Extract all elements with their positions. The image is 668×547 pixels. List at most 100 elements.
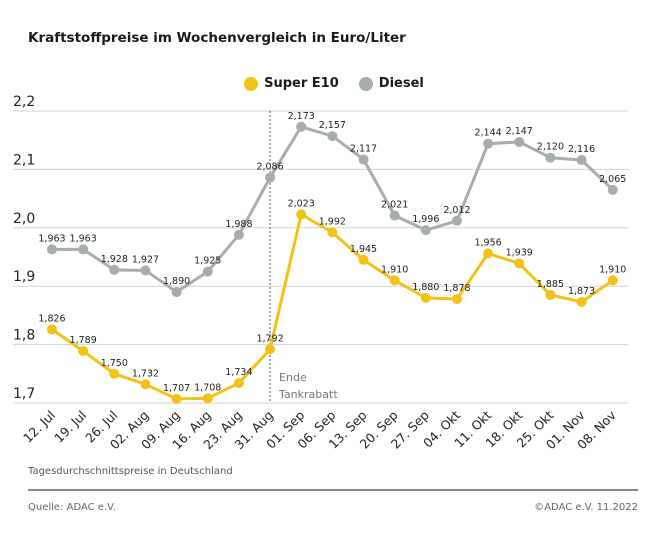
data-label-diesel: 2,065 [599, 174, 626, 185]
data-label-super-e10: 1,707 [163, 383, 190, 394]
y-tick-label: 2,0 [13, 211, 35, 227]
chart-title: Kraftstoffpreise im Wochenvergleich in E… [28, 30, 406, 46]
data-label-diesel: 1,928 [101, 254, 128, 265]
legend-item-super-e10: Super E10 [244, 76, 339, 91]
data-label-diesel: 2,120 [537, 142, 564, 153]
data-point-diesel [576, 155, 587, 166]
data-label-diesel: 2,117 [350, 143, 377, 154]
data-label-super-e10: 1,992 [319, 216, 346, 227]
data-label-diesel: 1,996 [412, 214, 439, 225]
data-label-super-e10: 1,750 [101, 358, 128, 369]
data-point-diesel [78, 244, 89, 255]
data-label-diesel: 2,116 [568, 144, 595, 155]
data-label-diesel: 1,890 [163, 276, 190, 287]
data-point-diesel [545, 152, 556, 163]
data-point-diesel [358, 154, 369, 165]
legend-label: Super E10 [264, 76, 339, 91]
data-point-super-e10 [358, 254, 369, 265]
data-label-diesel: 2,012 [443, 205, 470, 216]
data-point-super-e10 [171, 393, 182, 404]
y-tick-label: 1,7 [13, 386, 35, 402]
legend: Super E10 Diesel [0, 76, 668, 91]
data-point-super-e10 [607, 275, 618, 286]
data-point-super-e10 [109, 368, 120, 379]
data-point-super-e10 [420, 292, 431, 303]
data-point-diesel [140, 265, 151, 276]
data-label-super-e10: 1,939 [506, 247, 533, 258]
data-label-super-e10: 2,023 [288, 198, 315, 209]
data-point-diesel [451, 215, 462, 226]
data-point-super-e10 [265, 344, 276, 355]
legend-marker-diesel [358, 76, 373, 91]
data-point-super-e10 [327, 227, 338, 238]
data-label-diesel: 1,963 [70, 233, 97, 244]
data-point-super-e10 [514, 258, 525, 269]
data-label-diesel: 2,173 [288, 111, 315, 122]
data-point-super-e10 [545, 289, 556, 300]
data-label-diesel: 2,086 [256, 162, 283, 173]
divider [28, 489, 638, 491]
data-label-diesel: 2,144 [474, 128, 501, 139]
copyright: ©ADAC e.V. 11.2022 [534, 502, 638, 513]
data-label-super-e10: 1,945 [350, 244, 377, 255]
data-label-super-e10: 1,792 [256, 333, 283, 344]
data-point-diesel [389, 210, 400, 221]
data-label-super-e10: 1,910 [381, 264, 408, 275]
data-point-super-e10 [576, 296, 587, 307]
series-line-diesel [52, 125, 614, 294]
data-point-diesel [514, 136, 525, 147]
data-point-super-e10 [296, 209, 307, 220]
data-label-super-e10: 1,708 [194, 382, 221, 393]
data-label-diesel: 1,925 [194, 256, 221, 267]
data-point-diesel [420, 225, 431, 236]
legend-label: Diesel [378, 76, 424, 91]
data-point-super-e10 [202, 393, 213, 404]
data-point-diesel [47, 244, 57, 255]
data-point-diesel [296, 121, 307, 132]
data-point-super-e10 [483, 248, 494, 259]
data-point-diesel [327, 131, 338, 142]
data-label-diesel: 2,157 [319, 120, 346, 131]
data-point-diesel [233, 229, 244, 240]
annotation-text: Tankrabatt [278, 388, 338, 401]
data-label-super-e10: 1,826 [38, 313, 65, 324]
data-label-super-e10: 1,789 [70, 335, 97, 346]
data-label-super-e10: 1,885 [537, 279, 564, 290]
data-label-super-e10: 1,956 [474, 237, 501, 248]
data-point-diesel [607, 184, 618, 195]
data-label-super-e10: 1,734 [225, 367, 252, 378]
data-label-diesel: 2,147 [506, 126, 533, 137]
data-point-diesel [171, 287, 182, 298]
data-label-diesel: 1,927 [132, 254, 159, 265]
x-tick-label: 12. Jul [20, 408, 58, 446]
data-point-super-e10 [389, 275, 400, 286]
x-tick-label: 19. Jul [51, 408, 89, 446]
data-label-super-e10: 1,880 [412, 282, 439, 293]
data-point-diesel [265, 172, 276, 183]
data-label-super-e10: 1,873 [568, 286, 595, 297]
annotation-text: Ende [279, 371, 307, 384]
legend-marker-super-e10 [244, 76, 259, 91]
data-point-super-e10 [140, 379, 151, 390]
data-label-diesel: 1,963 [38, 233, 65, 244]
data-label-super-e10: 1,910 [599, 264, 626, 275]
y-tick-label: 1,8 [13, 328, 35, 344]
y-tick-label: 2,2 [13, 94, 35, 110]
data-point-super-e10 [451, 294, 462, 305]
y-tick-label: 2,1 [13, 152, 35, 168]
legend-item-diesel: Diesel [358, 76, 424, 91]
data-label-diesel: 1,988 [225, 219, 252, 230]
footnote: Tagesdurchschnittspreise in Deutschland [28, 466, 233, 477]
data-point-diesel [483, 138, 494, 149]
data-label-diesel: 2,021 [381, 200, 408, 211]
data-label-super-e10: 1,732 [132, 368, 159, 379]
data-point-super-e10 [78, 346, 89, 357]
data-point-super-e10 [233, 378, 244, 389]
data-label-super-e10: 1,878 [443, 283, 470, 294]
data-point-diesel [202, 266, 213, 277]
y-tick-label: 1,9 [13, 269, 35, 285]
data-point-super-e10 [47, 324, 57, 335]
source: Quelle: ADAC e.V. [28, 502, 116, 513]
